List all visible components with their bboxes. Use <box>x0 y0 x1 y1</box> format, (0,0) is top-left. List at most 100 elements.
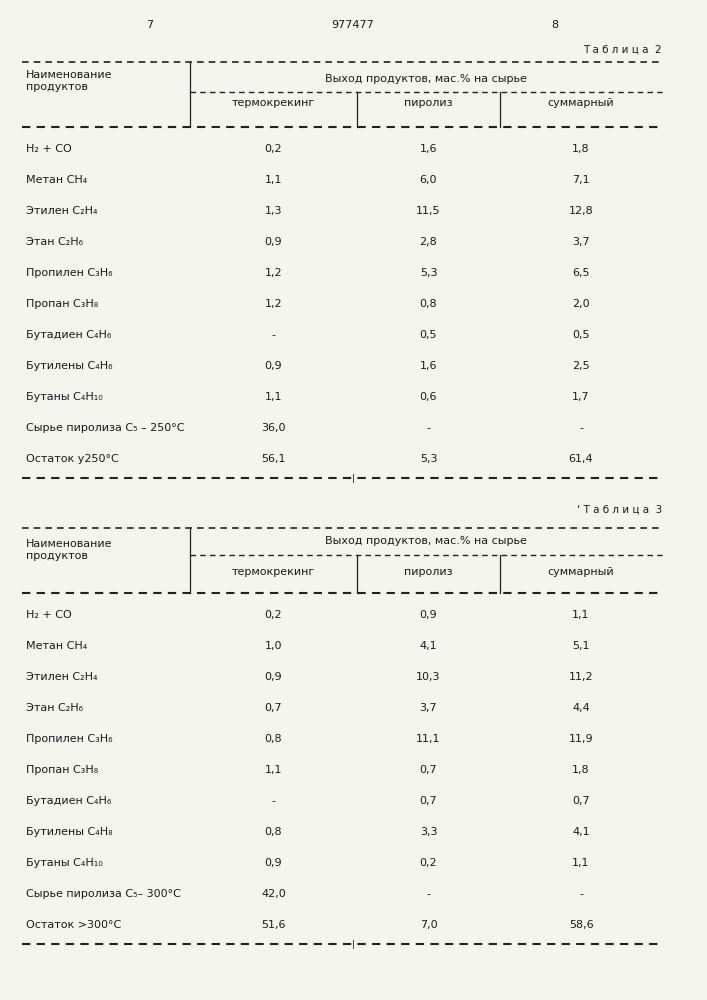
Text: 1,8: 1,8 <box>572 765 590 775</box>
Text: Бутадиен C₄H₆: Бутадиен C₄H₆ <box>26 796 111 806</box>
Text: Выход продуктов, мас.% на сырье: Выход продуктов, мас.% на сырье <box>325 536 527 546</box>
Text: Остаток у250°C: Остаток у250°C <box>26 454 119 464</box>
Text: 0,9: 0,9 <box>264 858 282 868</box>
Text: пиролиз: пиролиз <box>404 567 452 577</box>
Text: 0,2: 0,2 <box>420 858 438 868</box>
Text: 1,6: 1,6 <box>420 361 437 371</box>
Text: Наименование: Наименование <box>26 70 112 80</box>
Text: Бутаны C₄H₁₀: Бутаны C₄H₁₀ <box>26 392 103 402</box>
Text: Остаток >300°C: Остаток >300°C <box>26 920 121 930</box>
Text: Этан C₂H₆: Этан C₂H₆ <box>26 703 83 713</box>
Text: Т а б л и ц а  2: Т а б л и ц а 2 <box>583 45 662 55</box>
Text: 1,0: 1,0 <box>264 641 282 651</box>
Text: 0,2: 0,2 <box>264 144 282 154</box>
Text: 4,1: 4,1 <box>420 641 438 651</box>
Text: 0,7: 0,7 <box>420 796 438 806</box>
Text: 0,8: 0,8 <box>420 299 438 309</box>
Text: термокрекинг: термокрекинг <box>232 567 315 577</box>
Text: 42,0: 42,0 <box>261 889 286 899</box>
Text: 4,1: 4,1 <box>572 827 590 837</box>
Text: ‘ Т а б л и ц а  3: ‘ Т а б л и ц а 3 <box>577 505 662 515</box>
Text: 0,7: 0,7 <box>572 796 590 806</box>
Text: 6,5: 6,5 <box>572 268 590 278</box>
Text: -: - <box>579 889 583 899</box>
Text: Сырье пиролиза C₅– 300°C: Сырье пиролиза C₅– 300°C <box>26 889 181 899</box>
Text: H₂ + CO: H₂ + CO <box>26 144 71 154</box>
Text: 7,0: 7,0 <box>420 920 438 930</box>
Text: 2,8: 2,8 <box>420 237 438 247</box>
Text: 11,2: 11,2 <box>568 672 593 682</box>
Text: 2,0: 2,0 <box>572 299 590 309</box>
Text: Бутилены C₄H₆: Бутилены C₄H₆ <box>26 361 112 371</box>
Text: Бутадиен C₄H₆: Бутадиен C₄H₆ <box>26 330 111 340</box>
Text: 1,8: 1,8 <box>572 144 590 154</box>
Text: 3,3: 3,3 <box>420 827 437 837</box>
Text: 61,4: 61,4 <box>568 454 593 464</box>
Text: 2,5: 2,5 <box>572 361 590 371</box>
Text: термокрекинг: термокрекинг <box>232 98 315 108</box>
Text: 36,0: 36,0 <box>262 423 286 433</box>
Text: Выход продуктов, мас.% на сырье: Выход продуктов, мас.% на сырье <box>325 74 527 84</box>
Text: 11,1: 11,1 <box>416 734 440 744</box>
Text: 1,2: 1,2 <box>264 299 282 309</box>
Text: -: - <box>271 796 276 806</box>
Text: Пропилен C₃H₆: Пропилен C₃H₆ <box>26 734 112 744</box>
Text: продуктов: продуктов <box>26 82 88 92</box>
Text: 1,3: 1,3 <box>264 206 282 216</box>
Text: 5,1: 5,1 <box>572 641 590 651</box>
Text: 1,6: 1,6 <box>420 144 437 154</box>
Text: 0,9: 0,9 <box>264 361 282 371</box>
Text: 1,1: 1,1 <box>572 610 590 620</box>
Text: 4,4: 4,4 <box>572 703 590 713</box>
Text: 1,1: 1,1 <box>264 175 282 185</box>
Text: 0,9: 0,9 <box>420 610 438 620</box>
Text: Этилен C₂H₄: Этилен C₂H₄ <box>26 672 98 682</box>
Text: 3,7: 3,7 <box>572 237 590 247</box>
Text: 0,5: 0,5 <box>420 330 437 340</box>
Text: 1,2: 1,2 <box>264 268 282 278</box>
Text: 0,7: 0,7 <box>420 765 438 775</box>
Text: суммарный: суммарный <box>548 98 614 108</box>
Text: Бутилены C₄H₈: Бутилены C₄H₈ <box>26 827 112 837</box>
Text: 5,3: 5,3 <box>420 454 437 464</box>
Text: Бутаны C₄H₁₀: Бутаны C₄H₁₀ <box>26 858 103 868</box>
Text: 0,2: 0,2 <box>264 610 282 620</box>
Text: -: - <box>426 423 431 433</box>
Text: суммарный: суммарный <box>548 567 614 577</box>
Text: 58,6: 58,6 <box>568 920 593 930</box>
Text: Пропан C₃H₈: Пропан C₃H₈ <box>26 765 98 775</box>
Text: Пропан C₃H₈: Пропан C₃H₈ <box>26 299 98 309</box>
Text: пиролиз: пиролиз <box>404 98 452 108</box>
Text: 8: 8 <box>551 20 559 30</box>
Text: 12,8: 12,8 <box>568 206 593 216</box>
Text: 0,9: 0,9 <box>264 237 282 247</box>
Text: 10,3: 10,3 <box>416 672 440 682</box>
Text: 7,1: 7,1 <box>572 175 590 185</box>
Text: -: - <box>271 330 276 340</box>
Text: продуктов: продуктов <box>26 551 88 561</box>
Text: 56,1: 56,1 <box>262 454 286 464</box>
Text: 3,7: 3,7 <box>420 703 438 713</box>
Text: 0,5: 0,5 <box>572 330 590 340</box>
Text: H₂ + CO: H₂ + CO <box>26 610 71 620</box>
Text: Этан C₂H₆: Этан C₂H₆ <box>26 237 83 247</box>
Text: Этилен C₂H₄: Этилен C₂H₄ <box>26 206 98 216</box>
Text: 1,1: 1,1 <box>264 392 282 402</box>
Text: Метан CH₄: Метан CH₄ <box>26 641 87 651</box>
Text: 0,9: 0,9 <box>264 672 282 682</box>
Text: 51,6: 51,6 <box>262 920 286 930</box>
Text: 0,8: 0,8 <box>264 827 282 837</box>
Text: Метан CH₄: Метан CH₄ <box>26 175 87 185</box>
Text: 5,3: 5,3 <box>420 268 437 278</box>
Text: 1,1: 1,1 <box>572 858 590 868</box>
Text: -: - <box>579 423 583 433</box>
Text: 11,9: 11,9 <box>568 734 593 744</box>
Text: -: - <box>426 889 431 899</box>
Text: 0,6: 0,6 <box>420 392 437 402</box>
Text: 0,7: 0,7 <box>264 703 282 713</box>
Text: 6,0: 6,0 <box>420 175 437 185</box>
Text: 7: 7 <box>146 20 153 30</box>
Text: 0,8: 0,8 <box>264 734 282 744</box>
Text: 1,7: 1,7 <box>572 392 590 402</box>
Text: Наименование: Наименование <box>26 539 112 549</box>
